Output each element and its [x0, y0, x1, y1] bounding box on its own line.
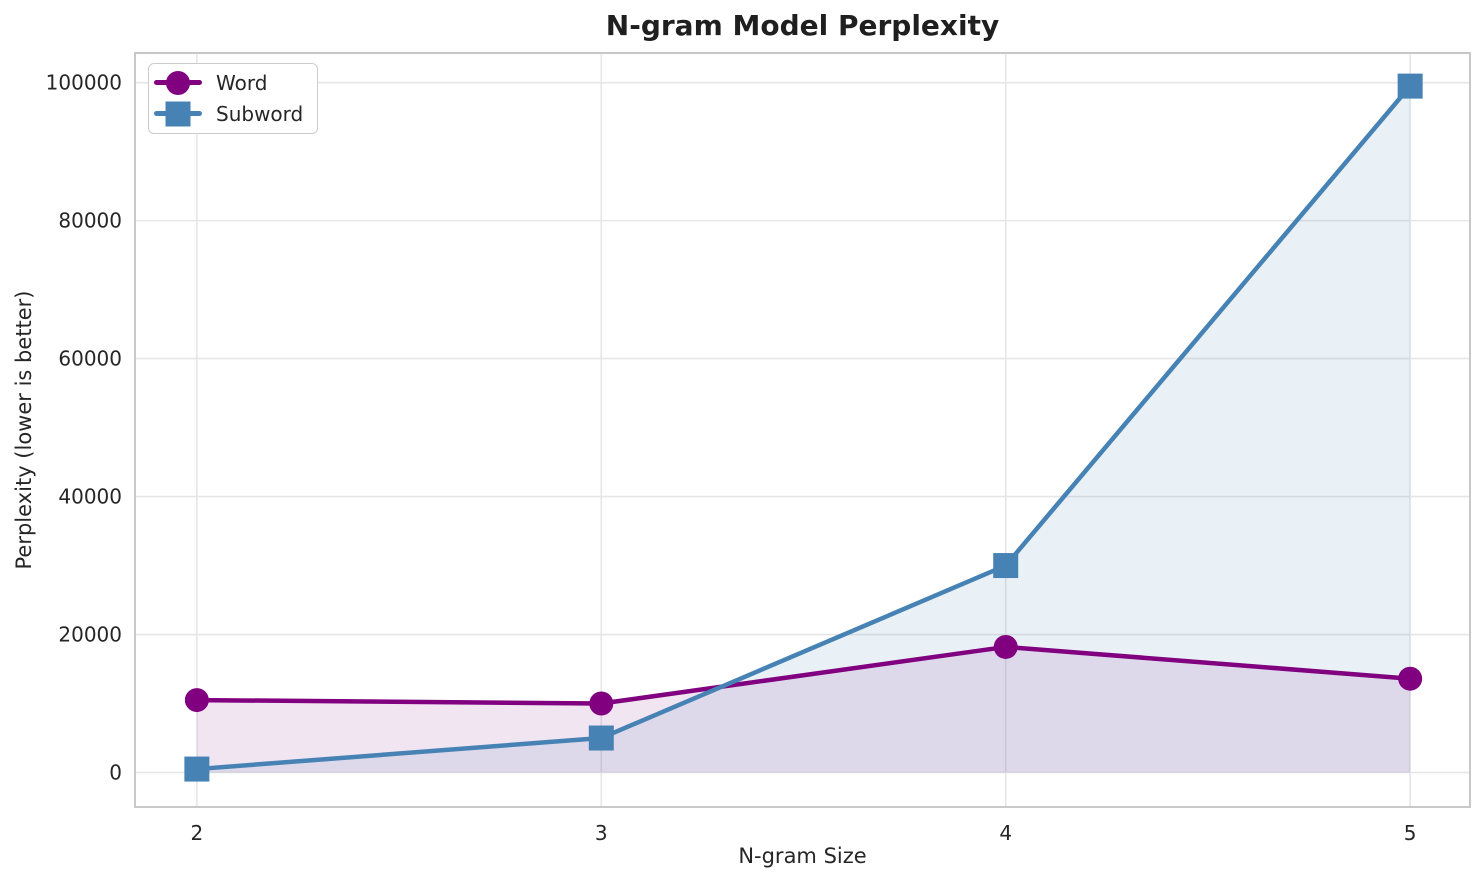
legend: Word Subword — [148, 63, 319, 134]
plot-border — [134, 52, 1471, 808]
legend-marker-sample — [165, 101, 191, 126]
x-tick-label: 2 — [191, 821, 204, 845]
circle-marker-icon — [154, 69, 202, 97]
area-word — [196, 646, 1411, 773]
data-point-word — [184, 688, 209, 713]
legend-label: Word — [216, 70, 268, 95]
y-tick-label: 40000 — [58, 485, 122, 509]
data-point-subword — [588, 725, 614, 751]
y-tick-label: 60000 — [58, 347, 122, 371]
x-tick-label: 3 — [595, 821, 608, 845]
data-point-subword — [993, 553, 1019, 579]
data-point-word — [1398, 666, 1423, 691]
legend-item-word: Word — [154, 67, 303, 98]
square-marker-icon — [154, 100, 202, 128]
legend-marker-sample — [166, 70, 190, 95]
y-tick-label: 20000 — [58, 623, 122, 647]
x-tick-label: 4 — [999, 821, 1012, 845]
legend-item-subword: Subword — [154, 98, 303, 129]
data-point-word — [993, 634, 1018, 659]
data-point-subword — [184, 756, 210, 782]
data-point-word — [589, 691, 614, 716]
y-tick-label: 0 — [109, 761, 122, 785]
line-word — [194, 644, 1413, 706]
x-axis-label: N-gram Size — [738, 844, 867, 868]
data-point-subword — [1397, 73, 1423, 99]
legend-label: Subword — [216, 101, 304, 126]
area-subword — [196, 86, 1411, 773]
y-tick-label: 80000 — [58, 209, 122, 233]
y-axis-label: Perplexity (lower is better) — [12, 290, 36, 570]
line-subword — [194, 83, 1413, 772]
x-tick-label: 5 — [1404, 821, 1417, 845]
chart-title: N-gram Model Perplexity — [605, 9, 1000, 42]
y-tick-label: 100000 — [46, 71, 122, 95]
